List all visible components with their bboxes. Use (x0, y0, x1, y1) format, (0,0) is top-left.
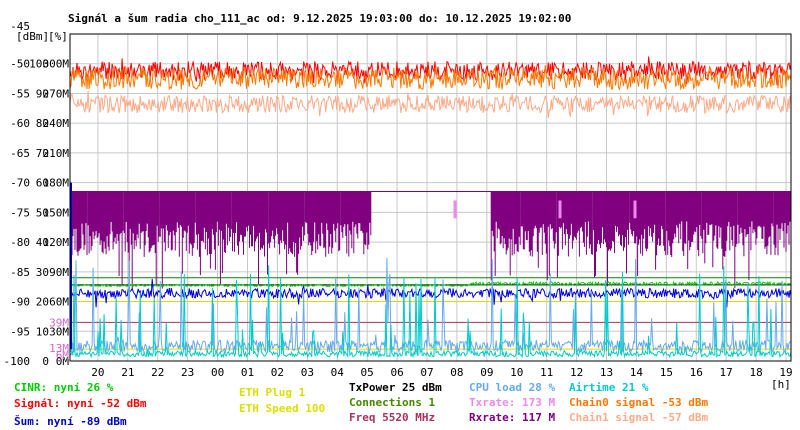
y-tick-pct: 90 (36, 87, 49, 100)
y-tick-pct: 100 (29, 58, 49, 71)
legend-connections: Connections 1 (349, 396, 436, 409)
y-tick-dbm: -65 (10, 147, 30, 160)
y-tick-pct: 10 (36, 325, 49, 338)
y-tick-pct: 60 (36, 177, 49, 190)
x-tick: 03 (301, 366, 314, 379)
x-tick: 22 (151, 366, 164, 379)
y-tick-rate: 240M (43, 117, 70, 130)
x-tick: 20 (91, 366, 104, 379)
legend-chain0: Chain0 signal -53 dBm (569, 396, 709, 409)
y-tick-rate: 270M (43, 87, 70, 100)
series-um (69, 278, 792, 308)
series-cinr (69, 280, 792, 288)
x-tick: 00 (211, 366, 224, 379)
series-airtime (69, 265, 792, 359)
y-tick-pct: 30 (36, 266, 49, 279)
y-tick-pct: 0 (42, 355, 49, 368)
y-tick-rate: 0M (56, 355, 70, 368)
x-tick: 10 (510, 366, 523, 379)
legend-cinr: CINR: nyní 26 % (14, 381, 114, 394)
series-cpu-load (69, 257, 792, 354)
y-unit-pct: [%] (48, 30, 68, 43)
x-tick: 06 (390, 366, 403, 379)
x-tick: 17 (720, 366, 733, 379)
legend-noise: Šum: nyní -89 dBm (14, 415, 127, 428)
x-tick: 05 (361, 366, 374, 379)
x-tick: 15 (660, 366, 673, 379)
x-tick: 08 (450, 366, 463, 379)
y-tick-pct: 70 (36, 147, 49, 160)
x-tick: 01 (241, 366, 254, 379)
y-tick-pct: 40 (36, 236, 49, 249)
legend-cpu: CPU load 28 % (469, 381, 556, 394)
x-tick: 12 (570, 366, 583, 379)
legend-chain1: Chain1 signal -57 dBm (569, 411, 709, 424)
x-tick: 18 (749, 366, 762, 379)
series-chain1-signal (69, 90, 792, 118)
y-tick-dbm: -45 (10, 20, 30, 33)
legend-txrate: Txrate: 173 M (469, 396, 556, 409)
x-tick: 19 (779, 366, 792, 379)
chart-title: Signál a šum radia cho_111_ac od: 9.12.2… (68, 12, 571, 25)
x-tick: 11 (540, 366, 553, 379)
series-signl (69, 56, 792, 86)
legend-rxrate: Rxrate: 117 M (469, 411, 556, 424)
series-txrate (453, 200, 637, 219)
y-tick-dbm: -90 (10, 296, 30, 309)
y-tick-dbm: -75 (10, 206, 30, 219)
y-tick-rate: 30M (49, 325, 69, 338)
y-tick-rate: 90M (49, 266, 69, 279)
x-tick: 16 (690, 366, 703, 379)
y-tick-rate: 120M (43, 236, 70, 249)
y-tick-rate: 150M (43, 206, 70, 219)
legend-freq: Freq 5520 MHz (349, 411, 436, 424)
y-tick-pct: 20 (36, 296, 49, 309)
y-tick-rate: 300M (43, 58, 70, 71)
y-tick-pct: 80 (36, 117, 49, 130)
y-tick-rate: 210M (43, 147, 70, 160)
x-tick: 23 (181, 366, 194, 379)
y-tick-dbm: -50 (10, 58, 30, 71)
y-tick-dbm: -55 (10, 87, 30, 100)
y-tick-dbm: -60 (10, 117, 30, 130)
x-unit: [h] (771, 378, 791, 391)
y-tick-rate: 180M (43, 177, 70, 190)
y-tick-dbm: -70 (10, 177, 30, 190)
y-unit-dbm: [dBm] (16, 30, 49, 43)
legend-eth-plug: ETH Plug 1 (239, 386, 306, 399)
x-tick: 21 (121, 366, 134, 379)
plot-border (69, 33, 792, 362)
y-tick-rate-extra: 39M (49, 316, 69, 329)
legend-eth-speed: ETH Speed 100 (239, 402, 326, 415)
y-tick-dbm: -95 (10, 325, 30, 338)
series-chain0-signal (69, 64, 792, 91)
y-tick-dbm: -85 (10, 266, 30, 279)
x-tick: 02 (271, 366, 284, 379)
legend-txpower: TxPower 25 dBm (349, 381, 442, 394)
x-tick: 04 (331, 366, 345, 379)
x-tick: 14 (630, 366, 644, 379)
x-tick: 13 (600, 366, 613, 379)
y-tick-rate-extra: 6M (56, 349, 70, 362)
x-tick: 09 (480, 366, 493, 379)
legend-signal: Signál: nyní -52 dBm (14, 397, 147, 410)
y-tick-pct: 50 (36, 206, 49, 219)
x-tick: 07 (420, 366, 433, 379)
y-tick-dbm: -100 (4, 355, 31, 368)
y-tick-dbm: -80 (10, 236, 30, 249)
legend-airtime: Airtime 21 % (569, 381, 649, 394)
y-tick-rate: 60M (49, 296, 69, 309)
y-tick-rate-extra: 13M (49, 342, 69, 355)
